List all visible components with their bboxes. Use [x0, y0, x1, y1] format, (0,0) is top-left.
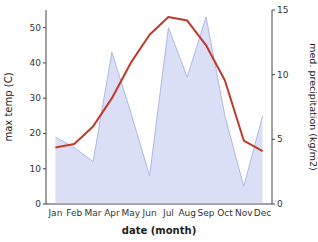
y-axis-line — [46, 10, 47, 204]
precip-area — [55, 17, 262, 204]
y2-tick-label: 0 — [277, 199, 283, 209]
precip-outline — [55, 17, 262, 186]
y-tick-label: 30 — [30, 93, 42, 103]
y2-tick — [272, 139, 275, 140]
y-tick — [43, 98, 46, 99]
plot-area — [55, 17, 262, 204]
y-tick-label: 20 — [30, 128, 42, 138]
y-axis-label: max temp (C) — [3, 72, 14, 141]
x-tick-label: Nov — [235, 208, 253, 218]
x-tick-label: Dec — [254, 208, 271, 218]
y2-tick-label: 15 — [277, 5, 288, 15]
x-tick-label: Sep — [198, 208, 215, 218]
y-tick-label: 0 — [35, 199, 41, 209]
y2-tick — [272, 74, 275, 75]
chart: 0 10 20 30 40 50 0 5 10 15 Jan FebMarAprMayJun Jul Au… — [0, 0, 318, 242]
x-tick-label: Jan — [47, 208, 62, 218]
y-tick-label: 40 — [30, 58, 42, 68]
x-tick-label: Apr — [104, 208, 120, 218]
x-tick-label: Jun — [142, 208, 157, 218]
y2-tick — [272, 10, 275, 11]
x-tick-label: Feb — [66, 208, 82, 218]
y2-tick-label: 10 — [277, 70, 289, 80]
y-tick — [43, 62, 46, 63]
y-tick — [43, 27, 46, 28]
temp-line — [55, 17, 262, 151]
y2-tick — [272, 204, 275, 205]
x-tick-label: Aug — [178, 208, 196, 218]
y-tick-label: 10 — [30, 164, 42, 174]
y2-axis-label: med. precipitation (kg/m2) — [308, 43, 318, 170]
x-tick-label: Oct — [217, 208, 233, 218]
y-tick-label: 50 — [30, 23, 42, 33]
x-axis-label: date (month) — [122, 225, 196, 236]
y-tick — [43, 204, 46, 205]
y2-axis-line — [272, 10, 273, 204]
y2-tick-label: 5 — [277, 134, 283, 144]
x-tick-label: May — [121, 208, 140, 218]
y-tick — [43, 168, 46, 169]
x-tick-label: Mar — [85, 208, 102, 218]
y-tick — [43, 133, 46, 134]
x-tick-label: Jul — [162, 208, 174, 218]
